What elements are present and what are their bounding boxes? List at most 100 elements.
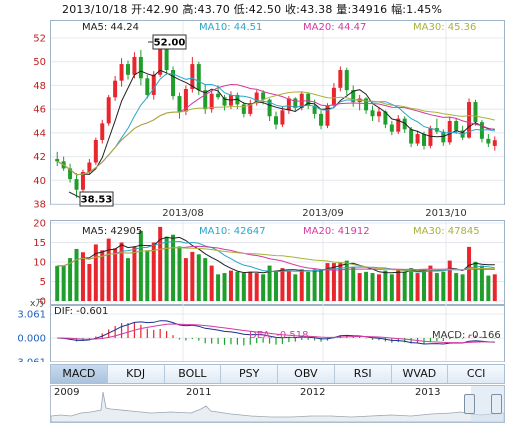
price-ma30-label: MA30: 45.36 (413, 22, 477, 33)
volume-ma30-line (57, 247, 495, 271)
macd-dif-label: DIF: -0.601 (54, 306, 109, 317)
macd-value-label: MACD: -0.166 (432, 330, 501, 341)
volume-bar (87, 263, 92, 301)
price-tick-label: 48 (33, 81, 46, 92)
candle-body (138, 56, 143, 79)
date-x-ticks: 2013/08 2013/09 2013/10 (162, 208, 467, 219)
date-tick-label: 2013/09 (302, 208, 344, 219)
volume-bar (190, 251, 195, 301)
volume-bar (119, 242, 124, 301)
volume-ma30-label: MA30: 47845 (413, 226, 480, 237)
volume-ma5-line (57, 236, 495, 274)
volume-bar (357, 273, 362, 301)
candle-body (376, 111, 381, 117)
tab-obv[interactable]: OBV (278, 365, 335, 383)
candle-body (338, 70, 343, 88)
volume-bar (222, 273, 227, 301)
volume-y-ticks: 20 15 10 5 0 (33, 219, 46, 308)
low-price-marker: 38.53 (68, 191, 114, 207)
candle-body (280, 110, 285, 125)
candle-body (216, 93, 221, 98)
navigator-right-handle[interactable] (491, 394, 502, 414)
volume-bar (402, 271, 407, 301)
volume-bar (61, 265, 66, 301)
macd-panel-frame (50, 305, 505, 362)
candle-body (113, 80, 118, 98)
candle-body (222, 97, 227, 106)
volume-ma10-label: MA10: 42647 (199, 226, 266, 237)
candle-body (132, 56, 137, 75)
volume-bar (460, 274, 465, 301)
volume-bar (389, 274, 394, 301)
volume-bar (203, 258, 208, 301)
volume-bar (370, 273, 375, 301)
volume-bar (132, 246, 137, 301)
tab-macd[interactable]: MACD (51, 365, 108, 383)
time-range-navigator[interactable] (50, 385, 505, 423)
ma5-line (56, 69, 495, 176)
candle-body (171, 70, 176, 97)
tab-rsi[interactable]: RSI (335, 365, 392, 383)
volume-bar (55, 265, 60, 301)
navigator-left-handle[interactable] (464, 394, 475, 414)
volume-bar (293, 274, 298, 301)
tab-kdj[interactable]: KDJ (108, 365, 165, 383)
moving-average-lines (56, 69, 495, 176)
volume-tick-label: 20 (33, 219, 46, 230)
high-price-marker: 52.00 (148, 34, 187, 50)
candle-body (74, 179, 79, 190)
volume-bar (209, 265, 214, 301)
price-tick-label: 40 (33, 176, 46, 187)
tab-boll[interactable]: BOLL (165, 365, 222, 383)
ma30-line (56, 91, 495, 176)
candle-body (151, 74, 156, 95)
macd-tick-label: 3.061 (17, 310, 46, 321)
date-tick-label: 2013/08 (162, 208, 204, 219)
candle-body (331, 87, 336, 106)
candle-body (274, 116, 278, 125)
volume-bar (261, 274, 266, 301)
low-price-label: 38.53 (81, 195, 113, 206)
volume-bar (492, 274, 497, 301)
volume-bar (113, 248, 118, 301)
volume-bar (422, 270, 426, 301)
high-price-label: 52.00 (154, 38, 186, 49)
ma10-line (56, 73, 495, 176)
volume-bar (126, 258, 130, 301)
price-ma5-label: MA5: 44.24 (82, 22, 140, 33)
volume-bar (241, 273, 246, 301)
tab-wvad[interactable]: WVAD (392, 365, 449, 383)
macd-y-ticks: 3.061 0.000 -3.061 (14, 310, 46, 363)
volume-bar (145, 250, 150, 301)
volume-bar (325, 263, 330, 301)
price-ma20-label: MA20: 44.47 (303, 22, 367, 33)
price-tick-label: 46 (33, 105, 46, 116)
candle-body (68, 168, 73, 180)
volume-bar (319, 269, 324, 301)
volume-ma10-line (57, 240, 495, 273)
candle-body (196, 64, 201, 91)
volume-bar (267, 265, 272, 301)
volume-bar (280, 268, 285, 301)
candle-body (190, 64, 195, 89)
volume-bar (351, 266, 356, 301)
candle-body (183, 88, 188, 112)
macd-dea-line (57, 323, 495, 344)
candle-body (164, 46, 169, 71)
tab-psy[interactable]: PSY (221, 365, 278, 383)
volume-bar (74, 248, 79, 301)
volume-tick-label: 10 (33, 258, 46, 269)
macd-dea-label: DEA: -0.518 (249, 330, 309, 341)
volume-bar (331, 263, 336, 301)
candlesticks (55, 38, 497, 198)
candle-body (55, 158, 60, 162)
candle-body (306, 93, 311, 106)
macd-tick-label: -3.061 (14, 358, 46, 363)
volume-ma20-label: MA20: 41912 (303, 226, 370, 237)
tab-cci[interactable]: CCI (466, 367, 486, 380)
date-tick-label: 2013/10 (425, 208, 467, 219)
candle-body (370, 110, 375, 117)
candle-body (492, 140, 497, 146)
volume-bar (434, 273, 439, 301)
